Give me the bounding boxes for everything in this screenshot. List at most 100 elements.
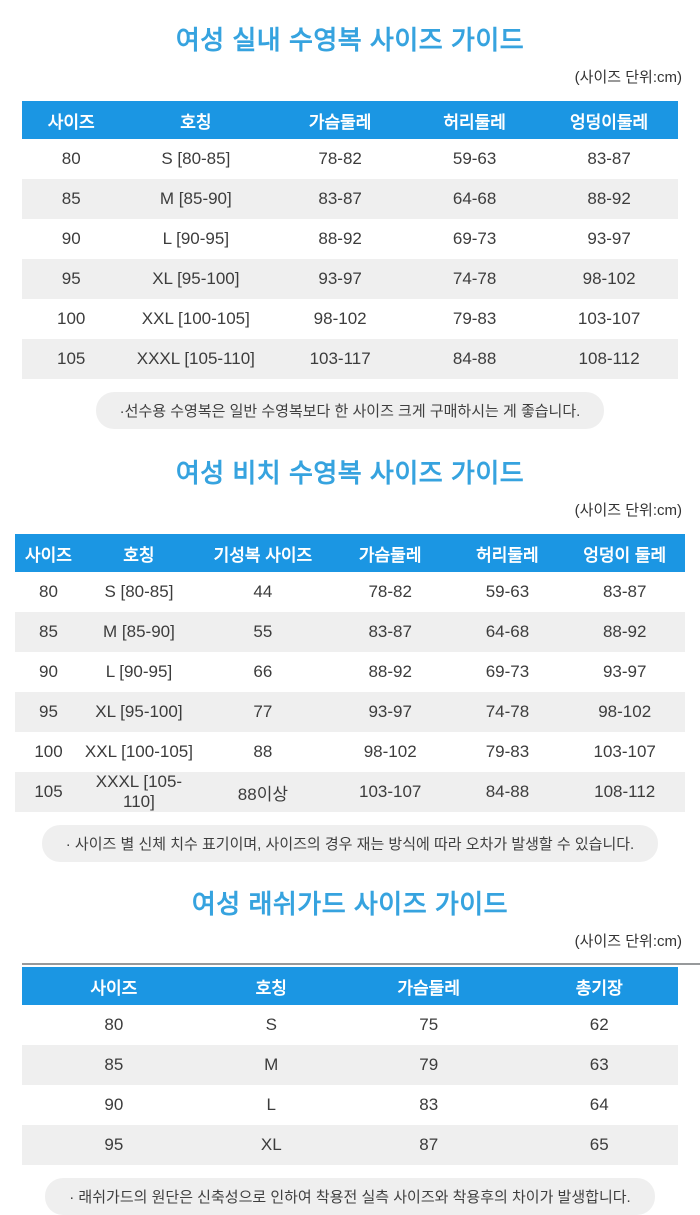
table-cell: S bbox=[265, 1015, 277, 1034]
section-title-indoor: 여성 실내 수영복 사이즈 가이드 bbox=[175, 25, 525, 55]
table-cell: 66 bbox=[253, 662, 273, 681]
table-row: 90 L [90-95] 88-92 69-73 93-97 bbox=[22, 219, 678, 259]
table-cell: 78-82 bbox=[368, 582, 412, 601]
table-cell: XL [95-100] bbox=[82, 692, 196, 732]
table-cell: S [80-85] bbox=[104, 582, 174, 601]
table-cell: 83-87 bbox=[271, 179, 410, 219]
table-row: 95 XL 87 65 bbox=[22, 1125, 678, 1165]
table-cell: 59-63 bbox=[485, 582, 530, 601]
table-cell: 78-82 bbox=[318, 149, 362, 168]
column-header: 가슴둘레 bbox=[271, 101, 410, 139]
table-row: 95 XL [95-100] 93-97 74-78 98-102 bbox=[22, 259, 678, 299]
table-cell: 108-112 bbox=[540, 339, 678, 379]
section-title-rashguard: 여성 래쉬가드 사이즈 가이드 bbox=[191, 889, 509, 919]
table-cell: 65 bbox=[520, 1125, 678, 1165]
divider-line bbox=[22, 963, 700, 965]
unit-label: (사이즈 단위:cm) bbox=[574, 69, 682, 86]
size-table-rashguard: 사이즈 호칭 가슴둘레 총기장 80 S 75 62 85 M 79 63 90 L 83 64 95 XL 87 6… bbox=[22, 967, 678, 1165]
table-cell: 69-73 bbox=[452, 229, 497, 248]
table-cell: 98-102 bbox=[564, 692, 685, 732]
table-cell: 98-102 bbox=[363, 742, 417, 761]
table-cell: 75 bbox=[419, 1015, 439, 1034]
note-pill: · 래쉬가드의 원단은 신축성으로 인하여 착용전 실측 사이즈와 착용후의 차… bbox=[45, 1178, 655, 1215]
table-cell: M [85-90] bbox=[120, 179, 272, 219]
table-cell: L [90-95] bbox=[105, 662, 173, 681]
table-cell: XXXL [105-110] bbox=[120, 339, 272, 379]
header-row: 사이즈 호칭 가슴둘레 허리둘레 엉덩이둘레 bbox=[22, 101, 678, 139]
table-row: 95 XL [95-100] 77 93-97 74-78 98-102 bbox=[15, 692, 685, 732]
table-cell: 83-87 bbox=[602, 582, 647, 601]
table-cell: M [85-90] bbox=[82, 612, 196, 652]
table-cell: 103-107 bbox=[593, 742, 656, 761]
table-cell: 88-92 bbox=[368, 662, 412, 681]
table-cell: 93-97 bbox=[329, 692, 451, 732]
table-row: 80 S 75 62 bbox=[22, 1005, 678, 1045]
column-header: 호칭 bbox=[205, 967, 337, 1005]
table-row: 105 XXXL [105-110] 103-117 84-88 108-112 bbox=[22, 339, 678, 379]
table-cell: 83-87 bbox=[587, 149, 631, 168]
note-pill: · 사이즈 별 신체 치수 표기이며, 사이즈의 경우 재는 방식에 따라 오차… bbox=[41, 825, 659, 862]
table-cell: 64-68 bbox=[450, 612, 565, 652]
table-cell: XL [95-100] bbox=[120, 259, 272, 299]
table-cell: 105 bbox=[15, 772, 82, 812]
table-cell: 100 bbox=[57, 309, 86, 328]
table-row: 85 M 79 63 bbox=[22, 1045, 678, 1085]
table-cell: 80 bbox=[39, 582, 58, 601]
table-row: 80 S [80-85] 44 78-82 59-63 83-87 bbox=[15, 572, 685, 612]
table-cell: 93-97 bbox=[587, 229, 631, 248]
column-header: 기성복 사이즈 bbox=[195, 534, 330, 572]
table-row: 105 XXXL [105-110] 88이상 103-107 84-88 108-112 bbox=[15, 772, 685, 812]
table-cell: 62 bbox=[589, 1015, 609, 1034]
column-header: 총기장 bbox=[520, 967, 678, 1005]
table-cell: 59-63 bbox=[452, 149, 497, 168]
table-cell: 79-83 bbox=[452, 309, 497, 328]
column-header: 호칭 bbox=[82, 534, 196, 572]
table-cell: 103-117 bbox=[271, 339, 410, 379]
table-cell: 69-73 bbox=[485, 662, 530, 681]
table-row: 100 XXL [100-105] 88 98-102 79-83 103-107 bbox=[15, 732, 685, 772]
table-cell: 90 bbox=[104, 1095, 124, 1114]
table-cell: 63 bbox=[520, 1045, 678, 1085]
table-cell: 95 bbox=[22, 1125, 206, 1165]
table-cell: L bbox=[266, 1095, 276, 1114]
table-cell: XXXL [105-110] bbox=[82, 772, 196, 812]
table-cell: 83-87 bbox=[329, 612, 451, 652]
table-cell: 88-92 bbox=[564, 612, 685, 652]
table-cell: 55 bbox=[195, 612, 330, 652]
table-cell: XXL [100-105] bbox=[141, 309, 250, 328]
table-cell: L [90-95] bbox=[162, 229, 230, 248]
section-rashguard: 여성 래쉬가드 사이즈 가이드 (사이즈 단위:cm) 사이즈 호칭 가슴둘레 총기장… bbox=[0, 888, 700, 1215]
table-cell: 64 bbox=[589, 1095, 609, 1114]
table-cell: 84-88 bbox=[450, 772, 565, 812]
table-cell: 88-92 bbox=[540, 179, 678, 219]
table-cell: 85 bbox=[22, 1045, 206, 1085]
unit-label: (사이즈 단위:cm) bbox=[574, 933, 682, 950]
table-cell: 44 bbox=[253, 582, 273, 601]
table-cell: XL bbox=[205, 1125, 337, 1165]
table-cell: 105 bbox=[22, 339, 121, 379]
table-cell: 74-78 bbox=[409, 259, 541, 299]
table-cell: 103-107 bbox=[577, 309, 641, 328]
table-cell: 100 bbox=[34, 742, 63, 761]
table-row: 90 L [90-95] 66 88-92 69-73 93-97 bbox=[15, 652, 685, 692]
table-cell: 88이상 bbox=[195, 772, 330, 812]
table-cell: XXL [100-105] bbox=[84, 742, 193, 761]
table-cell: 85 bbox=[22, 179, 121, 219]
unit-label: (사이즈 단위:cm) bbox=[574, 502, 682, 519]
column-header: 사이즈 bbox=[22, 101, 121, 139]
table-row: 85 M [85-90] 83-87 64-68 88-92 bbox=[22, 179, 678, 219]
table-cell: 95 bbox=[22, 259, 121, 299]
table-cell: 85 bbox=[15, 612, 82, 652]
column-header: 사이즈 bbox=[15, 534, 82, 572]
table-cell: 90 bbox=[39, 662, 58, 681]
table-cell: 88 bbox=[253, 742, 273, 761]
table-cell: 98-102 bbox=[313, 309, 367, 328]
table-cell: 84-88 bbox=[409, 339, 541, 379]
column-header: 허리둘레 bbox=[409, 101, 541, 139]
section-indoor-swimsuit: 여성 실내 수영복 사이즈 가이드 (사이즈 단위:cm) 사이즈 호칭 가슴둘레 허… bbox=[0, 24, 700, 429]
header-row: 사이즈 호칭 가슴둘레 총기장 bbox=[22, 967, 678, 1005]
section-beach-swimsuit: 여성 비치 수영복 사이즈 가이드 (사이즈 단위:cm) 사이즈 호칭 기성복 사… bbox=[0, 457, 700, 862]
column-header: 허리둘레 bbox=[450, 534, 565, 572]
column-header: 가슴둘레 bbox=[336, 967, 521, 1005]
